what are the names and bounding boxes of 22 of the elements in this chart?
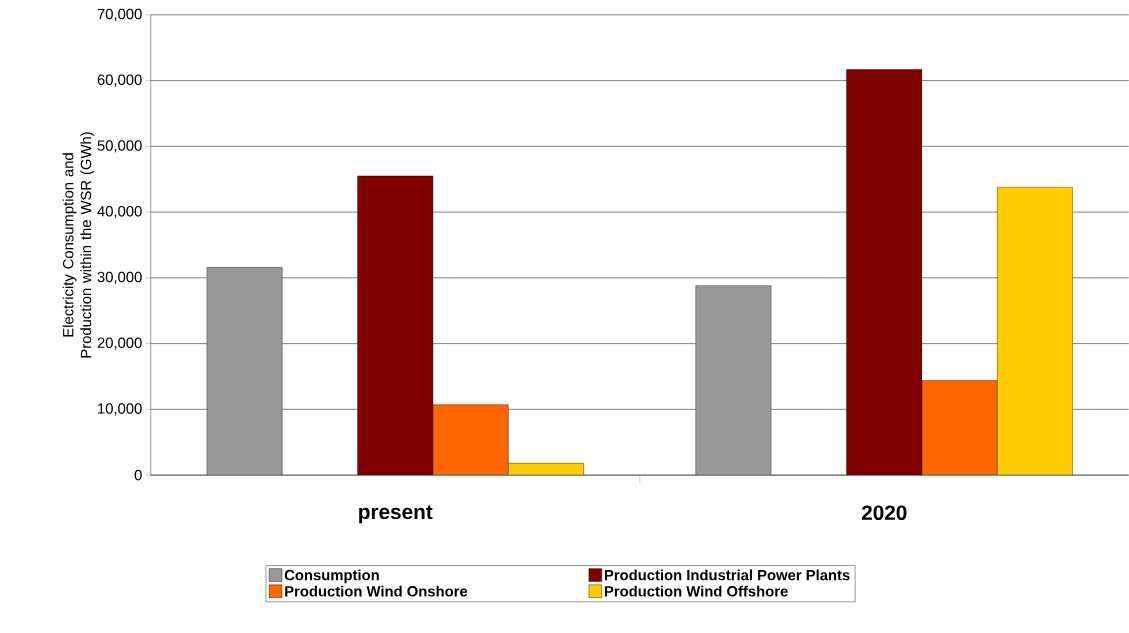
bar: [921, 380, 998, 476]
y-tick-label: 40,000: [97, 206, 142, 219]
y-tick-label: 50,000: [97, 140, 142, 153]
x-tick-label: present: [359, 505, 433, 524]
y-tick-label: 70,000: [97, 8, 142, 22]
bar: [997, 187, 1073, 476]
y-tick-label: 20,000: [97, 337, 142, 350]
y-tick-label: 0: [134, 469, 142, 481]
bar: [432, 404, 509, 476]
bar: [206, 267, 283, 476]
y-tick-label: 10,000: [98, 403, 142, 416]
bar: [846, 69, 923, 476]
x-tick-label: 2020: [861, 505, 907, 521]
legend-label: Consumption: [284, 569, 379, 584]
y-tick-label: 30,000: [97, 271, 142, 285]
bar: [695, 285, 772, 476]
legend-label: Production Wind Onshore: [285, 585, 468, 597]
bar: [357, 175, 434, 476]
y-tick-label: 60,000: [97, 74, 142, 87]
y-axis-title: Electricity Consumption and Production within the WSR (GWh): [62, 132, 95, 358]
legend-label: Production Wind Offshore: [604, 585, 788, 597]
legend-label: Production Industrial Power Plants: [604, 569, 850, 581]
